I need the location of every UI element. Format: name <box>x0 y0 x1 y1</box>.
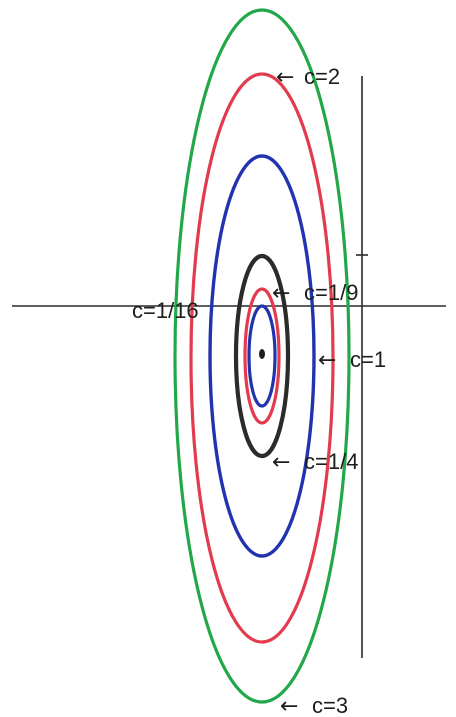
arrow-icon: ← <box>272 450 290 475</box>
label-c1-4: ← c=1/4 <box>272 449 358 475</box>
label-text: c=1/9 <box>304 280 358 305</box>
label-c1: ← c=1 <box>318 347 386 373</box>
contour-c1-16 <box>247 304 277 408</box>
contour-c1-9 <box>243 287 281 425</box>
label-text: c=1 <box>350 347 386 372</box>
label-c2: ← c=2 <box>276 64 340 90</box>
arrow-icon: ← <box>280 694 298 717</box>
arrow-icon: ← <box>318 348 336 373</box>
label-text: c=1/4 <box>304 449 358 474</box>
label-c3: ← c=3 <box>280 693 348 717</box>
center-point <box>259 349 265 359</box>
label-text: c=3 <box>312 693 348 717</box>
contour-c2 <box>189 72 335 644</box>
label-text: c=1/16 <box>132 298 199 323</box>
contour-c1-4 <box>233 253 291 459</box>
contour-c3 <box>173 8 351 704</box>
label-c1-9: ← c=1/9 <box>272 280 358 306</box>
arrow-icon: ← <box>272 281 290 306</box>
label-c1-16: c=1/16 <box>132 298 199 323</box>
contour-c1 <box>208 154 316 558</box>
arrow-icon: ← <box>276 65 294 90</box>
label-text: c=2 <box>304 64 340 89</box>
